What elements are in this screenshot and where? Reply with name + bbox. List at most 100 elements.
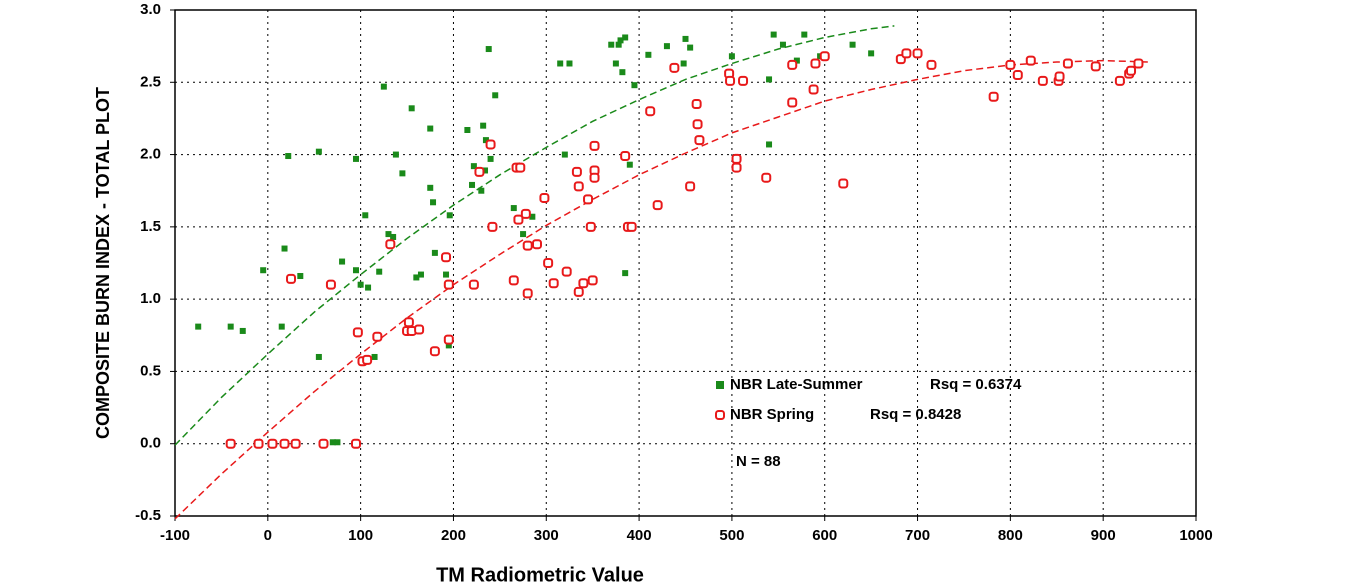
point: [669, 62, 680, 73]
point: [285, 153, 292, 160]
point: [325, 279, 336, 290]
point: [988, 91, 999, 102]
point: [608, 41, 615, 48]
point: [589, 140, 600, 151]
point: [443, 279, 454, 290]
point: [352, 327, 363, 338]
point: [485, 46, 492, 53]
point: [510, 205, 517, 212]
point: [680, 60, 687, 67]
annotation: N = 88: [736, 453, 781, 470]
point: [376, 268, 383, 275]
point: [508, 275, 519, 286]
point: [385, 239, 396, 250]
point: [626, 221, 637, 232]
point: [522, 288, 533, 299]
point: [766, 76, 773, 83]
point: [801, 31, 808, 38]
point: [1062, 58, 1073, 69]
y-tick-label: 1.5: [140, 218, 161, 235]
point: [682, 35, 689, 42]
point: [787, 97, 798, 108]
point: [561, 266, 572, 277]
point: [520, 231, 527, 238]
point: [1090, 61, 1101, 72]
point: [429, 346, 440, 357]
point: [485, 139, 496, 150]
point: [443, 271, 450, 278]
point: [617, 37, 624, 44]
point: [225, 438, 236, 449]
point: [1025, 55, 1036, 66]
point: [253, 438, 264, 449]
point: [464, 126, 471, 133]
x-tick-label: 0: [264, 527, 272, 544]
point: [365, 284, 372, 291]
point: [793, 57, 800, 64]
point: [561, 151, 568, 158]
point: [380, 83, 387, 90]
point: [315, 353, 322, 360]
point: [557, 60, 564, 67]
point: [267, 438, 278, 449]
point: [520, 208, 531, 219]
x-tick-label: 900: [1091, 527, 1116, 544]
y-axis-label: COMPOSITE BURN INDEX - TOTAL PLOT: [93, 87, 113, 439]
point: [1037, 75, 1048, 86]
point: [573, 181, 584, 192]
point: [868, 50, 875, 57]
point: [619, 69, 626, 76]
point: [725, 75, 736, 86]
point: [352, 267, 359, 274]
point: [631, 82, 638, 89]
point: [1114, 75, 1125, 86]
point: [652, 200, 663, 211]
point: [787, 59, 798, 70]
point: [474, 166, 485, 177]
point: [548, 278, 559, 289]
point: [286, 273, 297, 284]
point: [1012, 70, 1023, 81]
legend-label: NBR Late-Summer: [730, 376, 863, 393]
point: [819, 51, 830, 62]
point: [399, 170, 406, 177]
x-tick-label: 300: [534, 527, 559, 544]
y-tick-label: 0.5: [140, 362, 161, 379]
point: [543, 258, 554, 268]
x-tick-label: 100: [348, 527, 373, 544]
point: [770, 31, 777, 38]
point: [566, 60, 573, 67]
point: [522, 240, 533, 251]
legend-rsq: Rsq = 0.6374: [930, 376, 1022, 393]
point: [531, 239, 542, 250]
point: [926, 59, 937, 70]
point: [692, 119, 703, 130]
point: [515, 162, 526, 173]
point: [417, 271, 424, 278]
point: [227, 323, 234, 330]
point: [645, 106, 656, 117]
point: [622, 270, 629, 277]
point: [427, 125, 434, 132]
point: [492, 92, 499, 99]
point: [469, 181, 476, 188]
point: [808, 84, 819, 95]
legend-rsq: Rsq = 0.8428: [870, 406, 961, 423]
point: [731, 162, 742, 173]
point: [385, 231, 392, 238]
point: [339, 258, 346, 265]
point: [414, 324, 425, 335]
point: [487, 155, 494, 162]
point: [612, 60, 619, 67]
point: [357, 281, 364, 288]
point: [260, 267, 267, 274]
point: [470, 163, 477, 170]
x-tick-label: 700: [905, 527, 930, 544]
point: [413, 274, 420, 281]
point: [362, 212, 369, 219]
point: [427, 184, 434, 191]
point: [279, 438, 290, 449]
point: [583, 194, 594, 205]
point: [478, 187, 485, 194]
